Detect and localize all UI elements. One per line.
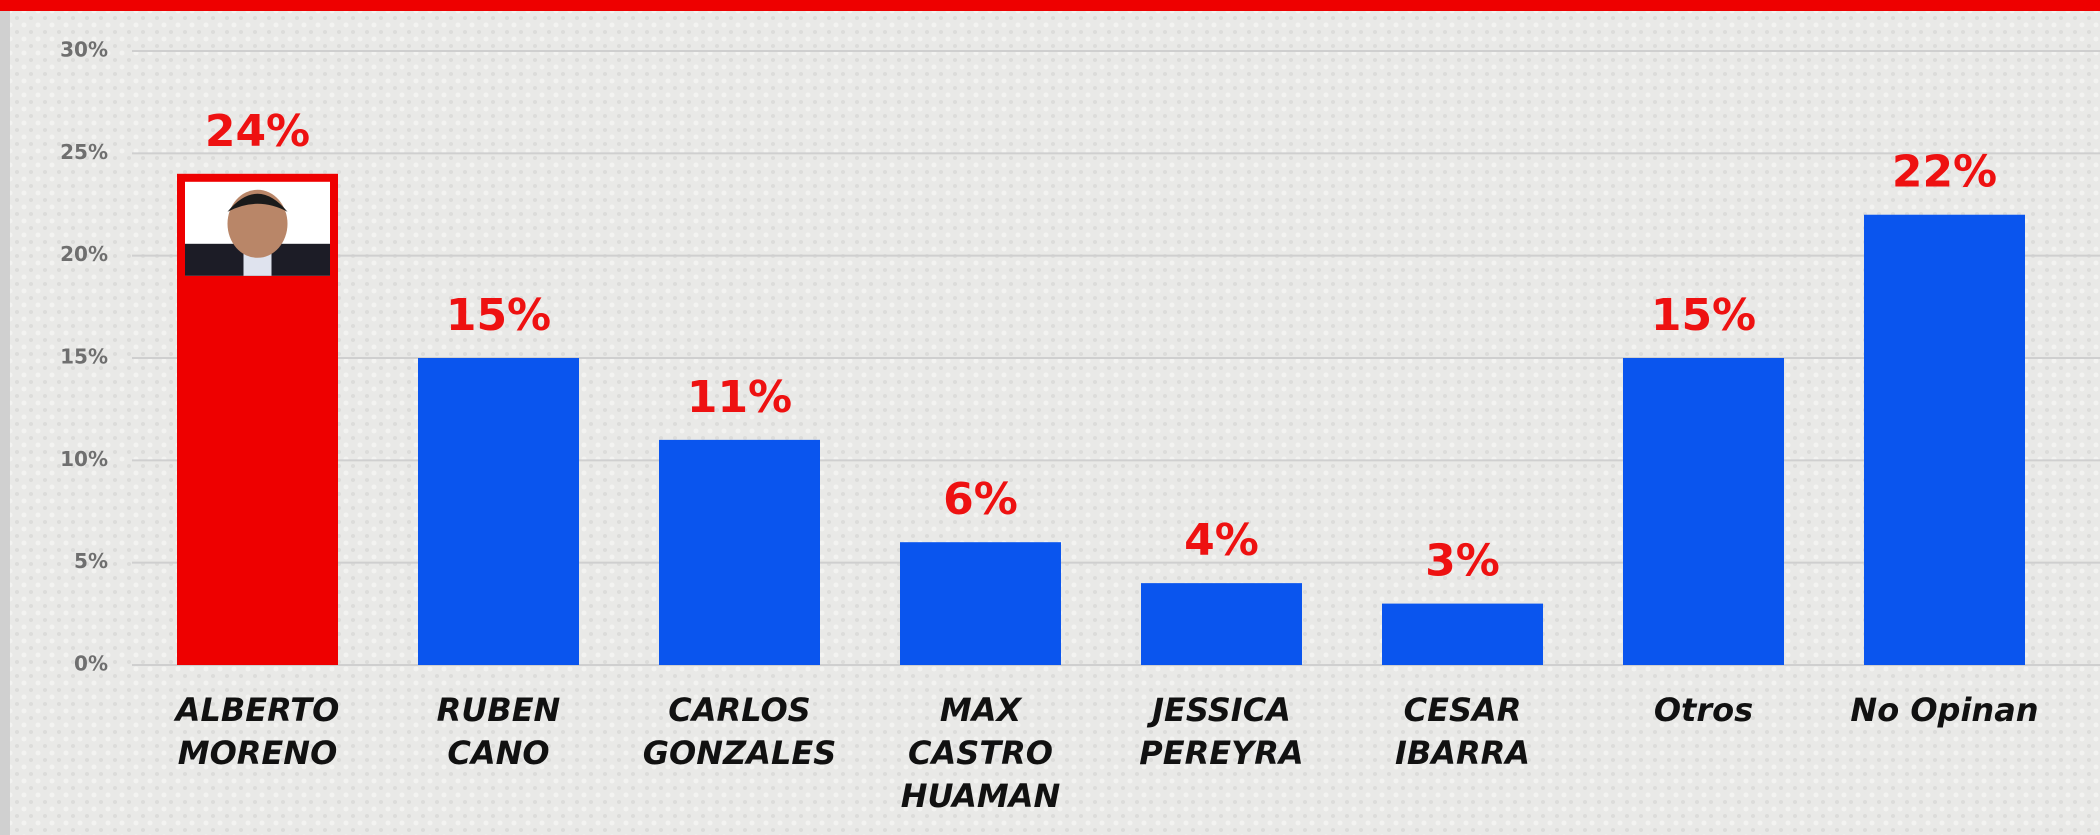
bar	[1623, 358, 1784, 665]
value-label: 15%	[1651, 290, 1756, 341]
y-tick-label: 5%	[74, 549, 108, 573]
y-tick-label: 30%	[60, 38, 108, 62]
value-label: 3%	[1425, 536, 1500, 587]
value-label: 4%	[1184, 515, 1259, 566]
page: {"chart_data": {"type": "bar", "categori…	[0, 0, 2100, 835]
top-banner	[0, 0, 2100, 11]
value-label: 22%	[1892, 147, 1997, 198]
bar	[1141, 583, 1302, 665]
y-tick-label: 15%	[60, 345, 108, 369]
x-tick-label: No Opinan	[1850, 691, 2038, 729]
y-tick-label: 10%	[60, 447, 108, 471]
value-label: 11%	[687, 372, 792, 423]
value-label: 15%	[446, 290, 551, 341]
bar	[1864, 215, 2025, 665]
y-tick-label: 25%	[60, 140, 108, 164]
value-label: 24%	[205, 106, 310, 157]
bar	[418, 358, 579, 665]
bar	[900, 542, 1061, 665]
value-label: 6%	[943, 474, 1018, 525]
bar	[659, 440, 820, 665]
left-edge	[0, 11, 10, 835]
y-tick-label: 0%	[74, 652, 108, 676]
x-tick-label: Otros	[1654, 691, 1753, 729]
chart: 0%5%10%15%20%25%30%24%ALBERTOMORENO15%RU…	[0, 0, 2100, 835]
y-tick-label: 20%	[60, 242, 108, 266]
bar	[1382, 604, 1543, 665]
